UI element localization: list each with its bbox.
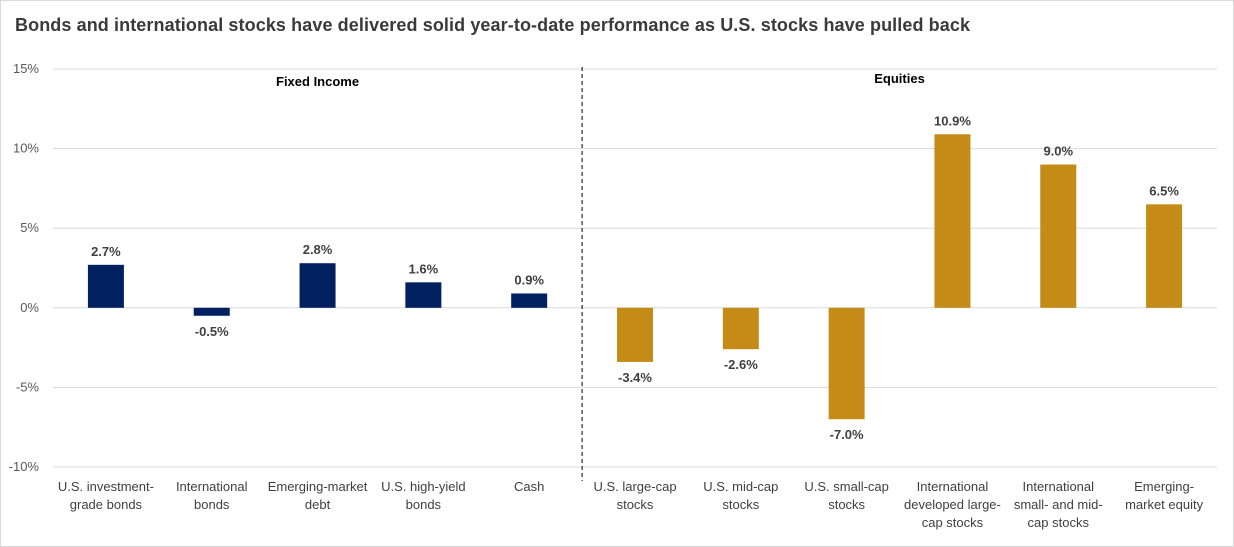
bar <box>828 307 865 420</box>
chart-title: Bonds and international stocks have deli… <box>15 15 971 35</box>
data-label: 1.6% <box>409 261 439 276</box>
x-tick-label: U.S. large-cap stocks <box>593 479 676 512</box>
bar <box>87 264 124 308</box>
data-label: 6.5% <box>1149 183 1179 198</box>
x-axis: U.S. investment-grade bonds International… <box>58 479 1204 530</box>
data-label: -2.6% <box>724 357 758 372</box>
bar <box>511 293 548 308</box>
data-label: -7.0% <box>830 427 864 442</box>
y-tick-label: 0% <box>20 300 39 315</box>
x-tick-label: Emerging-market debt <box>268 479 368 512</box>
x-tick-label: U.S. investment-grade bonds <box>58 479 154 512</box>
y-tick-label: 5% <box>20 220 39 235</box>
data-label: 2.7% <box>91 244 121 259</box>
y-axis: 15% 10% 5% 0% -5% -10% <box>9 61 40 474</box>
x-tick-label: International small- and mid-cap stocks <box>1014 479 1103 530</box>
section-label: Fixed Income <box>276 74 359 89</box>
bar <box>617 307 653 362</box>
x-tick-label: U.S. high-yield bonds <box>381 479 466 512</box>
x-tick-label: U.S. small-cap stocks <box>804 479 889 512</box>
y-tick-label: -10% <box>9 459 40 474</box>
y-tick-label: 15% <box>13 61 39 76</box>
data-label: -0.5% <box>195 324 229 339</box>
data-label: -3.4% <box>618 370 652 385</box>
x-tick-label: International developed large-cap stocks <box>904 479 1001 530</box>
data-label: 0.9% <box>514 272 544 287</box>
bar <box>405 282 442 308</box>
data-label: 9.0% <box>1043 144 1073 159</box>
x-tick-label: U.S. mid-cap stocks <box>703 479 778 512</box>
data-label: 10.9% <box>934 113 971 128</box>
bars <box>87 134 1183 420</box>
bar <box>1146 204 1183 308</box>
x-tick-label: International bonds <box>176 479 248 512</box>
data-labels: 2.7% -0.5% 2.8% 1.6% 0.9% -3.4% -2.6% -7.0% 10.9… <box>91 113 1179 442</box>
section-labels: Fixed Income Equities <box>276 71 925 89</box>
x-tick-label: Emerging-market equity <box>1125 479 1204 512</box>
bar <box>934 134 971 308</box>
bar <box>193 307 230 316</box>
y-tick-label: 10% <box>13 141 39 156</box>
y-tick-label: -5% <box>16 379 40 394</box>
section-label: Equities <box>874 71 925 86</box>
bar <box>1040 164 1077 308</box>
data-label: 2.8% <box>303 242 333 257</box>
bar <box>722 307 759 350</box>
bar <box>299 263 336 308</box>
x-tick-label: Cash <box>514 479 544 494</box>
